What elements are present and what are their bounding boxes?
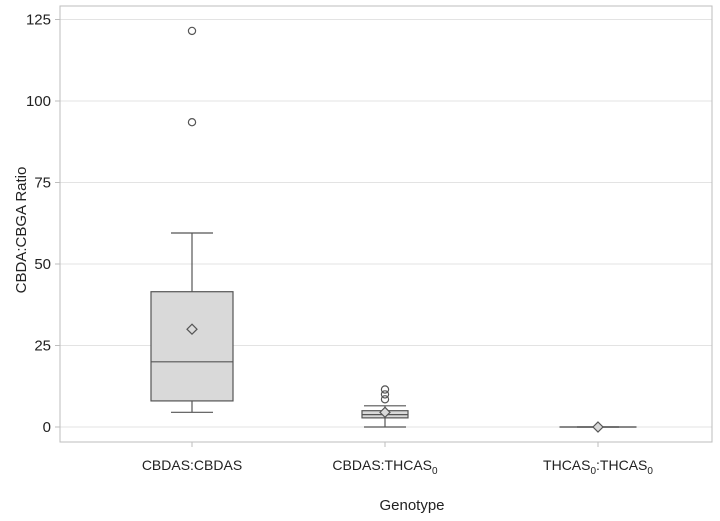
- box-group: [559, 421, 637, 433]
- x-tick-label: CBDAS:CBDAS: [142, 457, 242, 473]
- mean-marker: [379, 406, 391, 419]
- x-tick-text: CBDAS:CBDAS: [142, 457, 242, 473]
- x-tick-subscript: 0: [590, 466, 596, 477]
- outlier-point: [380, 390, 390, 399]
- y-axis-title: CBDA:CBGA Ratio: [13, 167, 30, 294]
- x-tick-text: THCAS: [543, 457, 590, 473]
- x-axis: CBDAS:CBDAS CBDAS:THCAS0 THCAS0:THCAS0: [142, 442, 653, 477]
- boxplots: [150, 26, 637, 433]
- outlier-point: [380, 385, 390, 394]
- x-tick-text: CBDAS:THCAS: [332, 457, 432, 473]
- x-axis-title: Genotype: [379, 497, 444, 514]
- y-tick-label: 75: [34, 175, 51, 192]
- y-tick-label: 125: [26, 12, 51, 29]
- box-group: [150, 26, 234, 413]
- y-tick-label: 100: [26, 93, 51, 110]
- y-tick-label: 50: [34, 256, 51, 273]
- plot-frame: [59, 5, 713, 443]
- y-tick-label: 0: [43, 419, 51, 436]
- mean-marker: [186, 323, 198, 336]
- outlier-point: [187, 26, 197, 36]
- mean-marker: [592, 421, 604, 433]
- y-tick-label: 25: [34, 338, 51, 355]
- box-group: [361, 385, 409, 428]
- x-tick-label: CBDAS:THCAS0: [332, 457, 438, 477]
- x-tick-subscript: 0: [647, 466, 653, 477]
- x-tick-subscript: 0: [432, 466, 438, 477]
- box-iqr: [150, 291, 234, 402]
- x-tick-label: THCAS0:THCAS0: [543, 457, 653, 477]
- y-axis: 0 25 50 75 100 125: [26, 12, 60, 436]
- outlier-point: [187, 117, 197, 127]
- x-tick-text: :THCAS: [596, 457, 647, 473]
- outlier-point: [380, 395, 390, 404]
